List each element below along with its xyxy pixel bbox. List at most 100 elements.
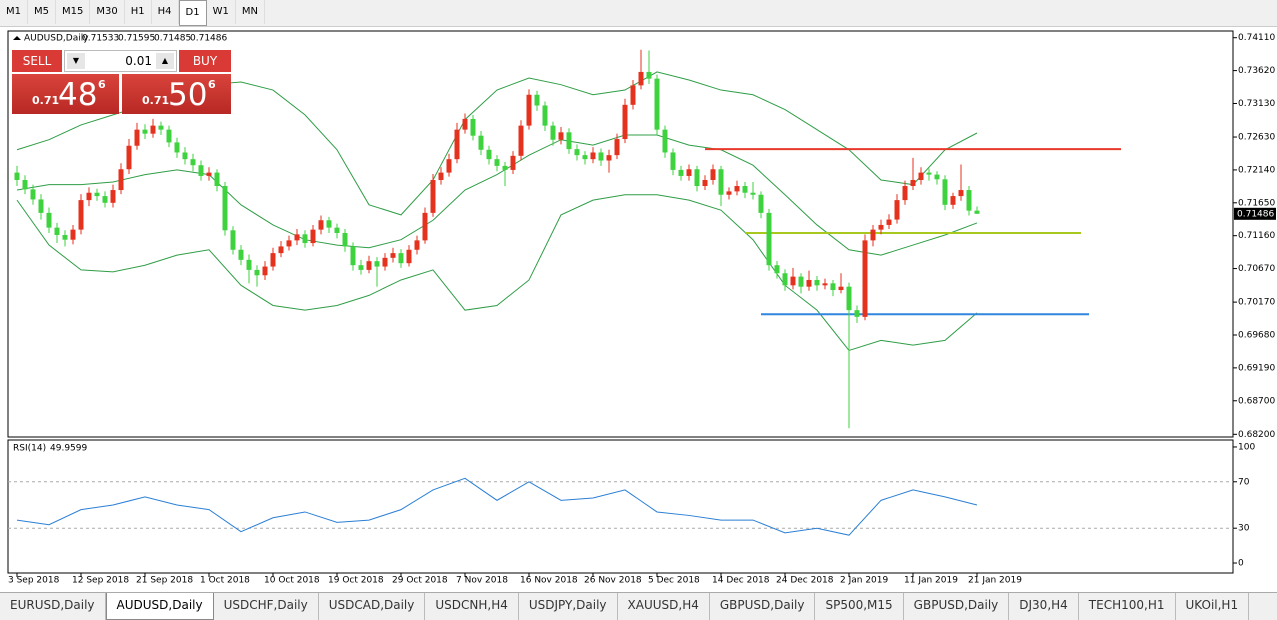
candle-body xyxy=(702,179,708,187)
candle-body xyxy=(278,246,284,254)
candle-body xyxy=(550,125,556,140)
timeframe-toolbar: M1 M5 M15 M30 H1 H4 D1 W1 MN xyxy=(0,0,1277,27)
candle-body xyxy=(502,165,508,170)
candle-body xyxy=(902,186,908,201)
candle-body xyxy=(438,172,444,180)
candle-body xyxy=(942,179,948,205)
candle-body xyxy=(126,145,132,170)
chart: AUDUSD,Daily 0.71533 0.71595 0.71485 0.7… xyxy=(7,30,1276,586)
candle-body xyxy=(78,200,84,230)
timeframe-button[interactable]: M5 xyxy=(28,0,56,24)
candle-body xyxy=(750,192,756,195)
candle-body xyxy=(182,152,188,160)
timeframe-button[interactable]: M15 xyxy=(56,0,91,24)
chart-tab[interactable]: USDCNH,H4 xyxy=(425,593,519,620)
timeframe-button[interactable]: MN xyxy=(236,0,265,24)
candle-body xyxy=(566,132,572,150)
rsi-line xyxy=(16,477,978,536)
candle-body xyxy=(302,234,308,244)
chart-tab[interactable]: AUDUSD,Daily xyxy=(105,593,214,620)
chart-tab[interactable]: GBPUSD,Daily xyxy=(710,593,816,620)
y-tick-label: 0.72630 xyxy=(1238,133,1275,143)
timeframe-button[interactable]: H4 xyxy=(152,0,179,24)
bid-quote[interactable]: 0.71 48 6 xyxy=(12,74,119,114)
timeframe-button[interactable]: W1 xyxy=(207,0,236,24)
candle-body xyxy=(14,172,20,180)
candle-body xyxy=(414,240,420,250)
timeframe-button[interactable]: D1 xyxy=(178,0,207,26)
y-tick-label: 0.69680 xyxy=(1238,330,1275,340)
candle-body xyxy=(910,179,916,187)
lot-down[interactable]: ▼ xyxy=(67,53,85,69)
chart-tab[interactable]: USDJPY,Daily xyxy=(519,593,618,620)
ask-point: 6 xyxy=(208,78,216,91)
candle-body xyxy=(334,227,340,233)
candle-body xyxy=(358,265,364,270)
candle-body xyxy=(742,186,748,193)
chart-tab[interactable]: USDCHF,Daily xyxy=(214,593,319,620)
candle-body xyxy=(774,265,780,274)
chart-tab[interactable]: XAUUSD,H4 xyxy=(618,593,710,620)
candle-body xyxy=(254,269,260,276)
timeframe-button[interactable]: M30 xyxy=(90,0,125,24)
chart-tab[interactable]: DJ30,H4 xyxy=(1009,593,1079,620)
candle-body xyxy=(446,159,452,173)
candle-body xyxy=(718,169,724,195)
candle-body xyxy=(230,230,236,250)
chart-tabs: EURUSD,Daily AUDUSD,Daily USDCHF,Daily USDC… xyxy=(0,592,1277,620)
candle-body xyxy=(166,129,172,143)
ask-quote[interactable]: 0.71 50 6 xyxy=(122,74,231,114)
bid-big: 0.71 xyxy=(32,94,60,107)
x-tick-label: 19 Oct 2018 xyxy=(328,576,384,586)
candle-body xyxy=(22,179,28,190)
candle-body xyxy=(246,259,252,270)
candle-body xyxy=(878,224,884,230)
x-tick-label: 16 Nov 2018 xyxy=(520,576,578,586)
chart-tab[interactable]: UKOil,H1 xyxy=(1176,593,1250,620)
chart-tab[interactable]: TECH100,H1 xyxy=(1079,593,1176,620)
chart-tab[interactable]: USDCAD,Daily xyxy=(319,593,426,620)
candle-body xyxy=(510,155,516,170)
x-tick-label: 3 Sep 2018 xyxy=(8,576,60,586)
candle-body xyxy=(870,229,876,241)
candle-body xyxy=(686,169,692,176)
y-tick-label: 0 xyxy=(1238,559,1244,569)
sell-button[interactable]: SELL xyxy=(12,50,62,72)
x-tick-label: 26 Nov 2018 xyxy=(584,576,642,586)
chart-tab[interactable]: SP500,M15 xyxy=(815,593,904,620)
ohlc-open: 0.71533 xyxy=(82,34,119,44)
chart-tab[interactable]: EURUSD,Daily xyxy=(0,593,106,620)
chart-tab[interactable]: GBPUSD,Daily xyxy=(904,593,1010,620)
rsi-title: RSI(14) xyxy=(13,444,46,454)
one-click-trading: SELL ▼ 0.01 ▲ BUY 0.71 48 6 0.71 50 6 xyxy=(12,50,231,114)
candle-body xyxy=(862,240,868,317)
candle-body xyxy=(846,286,852,311)
candle-body xyxy=(790,276,796,286)
lot-size[interactable]: 0.01 xyxy=(125,54,152,68)
y-tick-label: 100 xyxy=(1238,442,1255,452)
lot-up[interactable]: ▲ xyxy=(156,53,174,69)
candle-body xyxy=(430,179,436,213)
price-tag: 0.71486 xyxy=(1237,209,1274,219)
candle-body xyxy=(294,234,300,241)
candle-body xyxy=(974,210,980,214)
x-tick-label: 21 Jan 2019 xyxy=(968,576,1022,586)
candle-body xyxy=(662,129,668,153)
candle-body xyxy=(934,174,940,180)
candle-body xyxy=(574,149,580,156)
candle-body xyxy=(462,118,468,130)
price-frame xyxy=(7,30,1234,438)
bollinger-middle xyxy=(16,134,978,256)
candle-body xyxy=(694,169,700,187)
candle-body xyxy=(86,192,92,201)
candle-body xyxy=(630,85,636,105)
timeframe-button[interactable]: H1 xyxy=(125,0,152,24)
candle-body xyxy=(286,240,292,247)
x-tick-label: 10 Oct 2018 xyxy=(264,576,320,586)
candle-body xyxy=(318,220,324,230)
collapse-icon[interactable] xyxy=(13,36,21,40)
buy-button[interactable]: BUY xyxy=(179,50,231,72)
x-tick-label: 29 Oct 2018 xyxy=(392,576,448,586)
timeframe-button[interactable]: M1 xyxy=(0,0,28,24)
candle-body xyxy=(926,172,932,175)
